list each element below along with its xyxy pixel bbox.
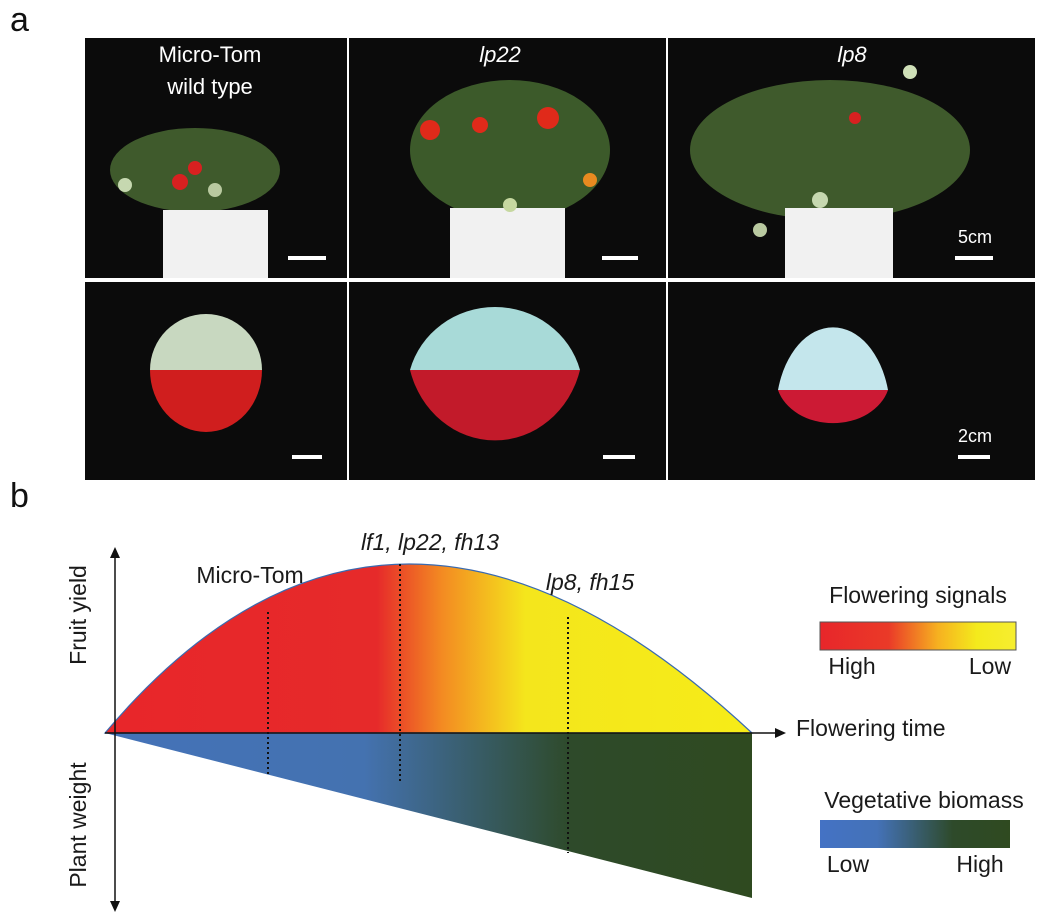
legend-label: High [828,653,875,679]
point-label: Micro-Tom [196,562,303,588]
axis-label: Fruit yield [65,565,91,665]
column-title: lp22 [479,42,521,67]
point-label: lp8, fh15 [546,569,634,595]
axis-label: Plant weight [65,762,91,888]
page: {"panel_a": {"label": "a", "columns": [{… [0,0,1053,914]
legend-title: Flowering signals [829,582,1007,608]
legend-label: Low [969,653,1012,679]
photo-grid [85,38,1035,480]
figure: a Micro-Tom wild type lp22 lp8 5cm 2cm b… [0,0,1053,914]
legend-title: Vegetative biomass [824,787,1023,813]
column-title: Micro-Tom [159,42,262,67]
axis-label: Flowering time [796,715,946,741]
scale-label: 5cm [958,227,992,247]
legend-label: High [956,851,1003,877]
panel-label: a [10,1,29,39]
point-label: lf1, lp22, fh13 [361,529,499,555]
column-title: wild type [166,74,253,99]
legend-label: Low [827,851,870,877]
panel-label: b [10,477,29,515]
scale-label: 2cm [958,426,992,446]
column-title: lp8 [837,42,867,67]
